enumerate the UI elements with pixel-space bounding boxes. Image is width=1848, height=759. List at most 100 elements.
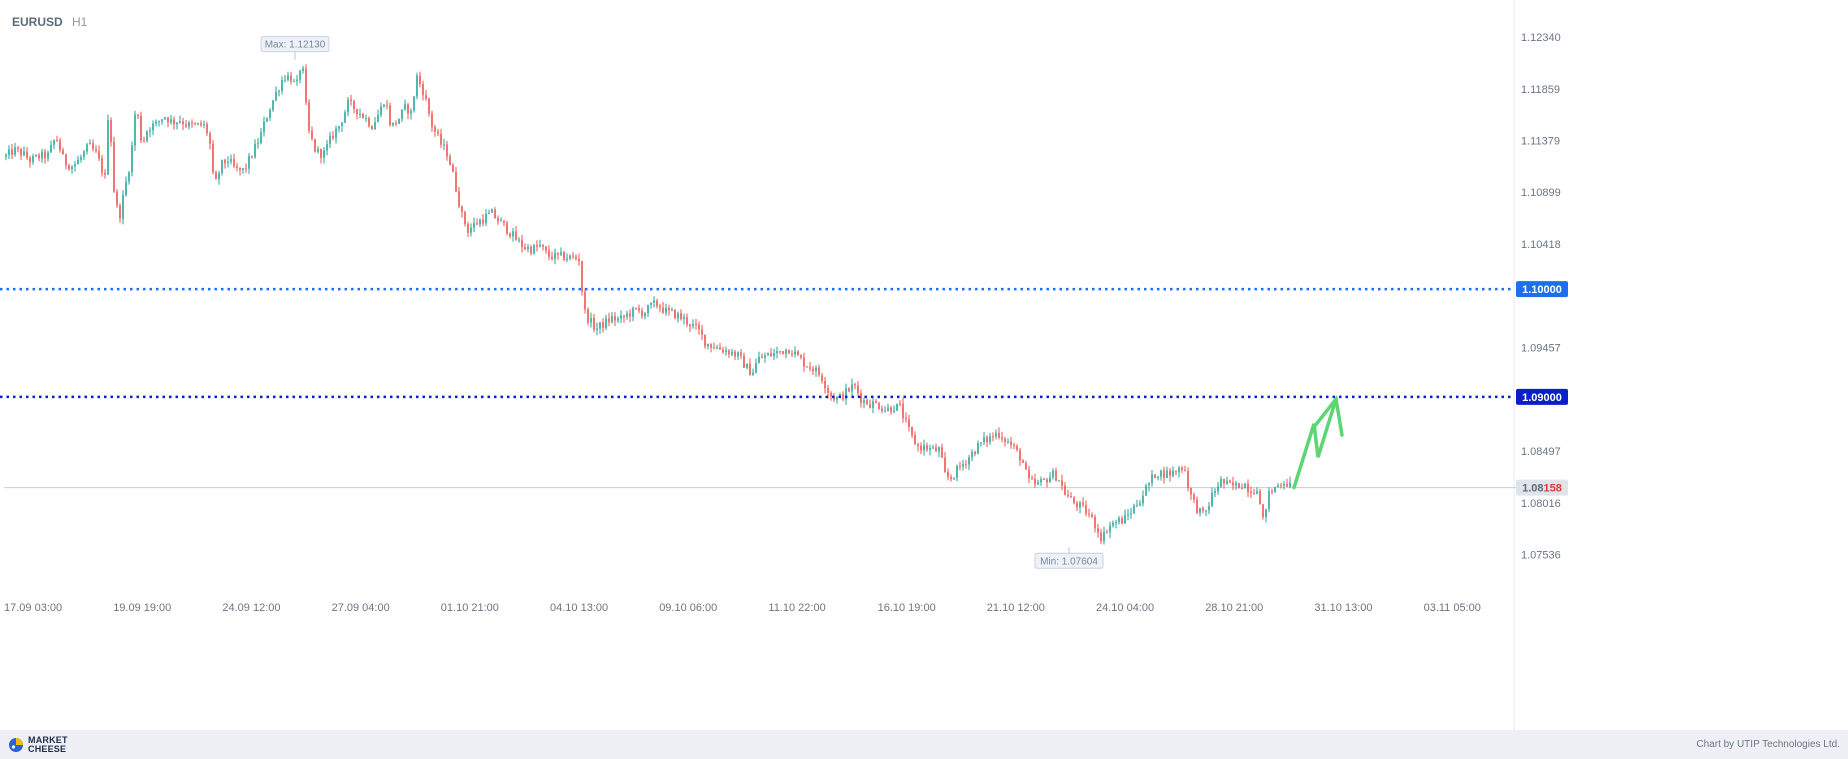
candle-body [761,356,763,358]
footer-bar: MARKET CHEESE Chart by UTIP Technologies… [0,730,1848,759]
candle-body [953,477,955,479]
logo-text: MARKET CHEESE [28,736,68,754]
candle-body [716,347,718,349]
candle-body [467,224,469,233]
candle-body [308,102,310,131]
candle-body [737,352,739,357]
candle-body [344,112,346,123]
candle-body [656,300,658,307]
candle-body [269,110,271,119]
candle-body [551,256,553,259]
y-tick-label: 1.11859 [1521,84,1560,96]
candle-body [719,347,721,350]
candle-body [890,407,892,412]
x-tick-label: 31.10 13:00 [1314,602,1372,614]
candle-body [1061,480,1063,486]
candle-body [53,140,55,145]
candle-body [617,318,619,321]
candle-body [548,250,550,257]
x-tick-label: 28.10 21:00 [1205,602,1263,614]
candle-body [20,148,22,156]
candle-body [980,442,982,444]
candle-body [212,143,214,173]
candle-body [74,164,76,167]
candle-body [1115,522,1117,524]
candles [5,64,1291,545]
candle-body [545,246,547,251]
x-tick-label: 24.10 04:00 [1096,602,1154,614]
candle-body [398,119,400,124]
candle-body [266,118,268,122]
candle-body [1271,491,1273,493]
candle-body [1220,478,1222,487]
candle-body [395,122,397,124]
candle-body [932,447,934,449]
candle-body [506,222,508,234]
candle-body [1154,474,1156,478]
candle-body [680,313,682,319]
candle-body [668,307,670,310]
candle-body [1139,503,1141,506]
candle-body [38,155,40,159]
candle-body [1073,497,1075,503]
candle-body [665,307,667,313]
x-tick-label: 24.09 12:00 [222,602,280,614]
candle-body [602,322,604,328]
candle-body [1127,514,1129,516]
candle-body [974,451,976,455]
candle-body [650,302,652,305]
candle-body [227,161,229,164]
candle-body [233,159,235,167]
candle-body [755,363,757,373]
candle-body [908,419,910,427]
candle-body [179,121,181,123]
candle-body [926,445,928,450]
candle-body [377,114,379,123]
candle-body [965,463,967,465]
candle-body [941,447,943,458]
candle-body [1037,482,1039,485]
candle-body [707,343,709,347]
y-tick-label: 1.11379 [1521,136,1560,148]
candle-body [338,126,340,129]
candle-body [488,212,490,214]
candle-body [140,115,142,141]
candle-body [539,244,541,247]
candle-body [422,84,424,96]
candle-body [440,133,442,145]
market-cheese-logo[interactable]: MARKET CHEESE [8,736,68,754]
candle-body [1070,496,1072,498]
candle-body [830,392,832,397]
candle-body [464,211,466,225]
candle-body [569,255,571,259]
y-tick-label: 1.08016 [1521,498,1561,510]
candle-body [299,70,301,80]
candle-body [971,451,973,458]
horizontal-levels [0,287,1514,399]
candle-body [1184,470,1186,472]
candle-body [1187,470,1189,488]
candle-body [920,445,922,451]
candle-body [1100,532,1102,542]
candle-body [1049,477,1051,483]
candle-body [917,444,919,446]
candle-body [245,168,247,170]
candle-body [1130,513,1132,515]
candle-body [767,353,769,356]
candle-body [203,124,205,126]
candle-body [1226,480,1228,484]
candle-body [92,143,94,150]
candle-body [146,131,148,141]
candle-body [863,400,865,403]
candle-body [116,191,118,206]
candle-body [992,436,994,438]
candle-body [374,122,376,130]
price-axis[interactable]: 1.12340 1.11859 1.11379 1.10899 1.10418 1.094… [1516,32,1568,562]
time-axis[interactable]: 17.09 03:00 19.09 19:00 24.09 12:00 27.09 0… [4,602,1481,614]
candle-body [248,156,250,169]
candle-body [536,245,538,247]
candle-body [1175,470,1177,473]
candle-body [437,131,439,134]
candle-body [509,233,511,237]
